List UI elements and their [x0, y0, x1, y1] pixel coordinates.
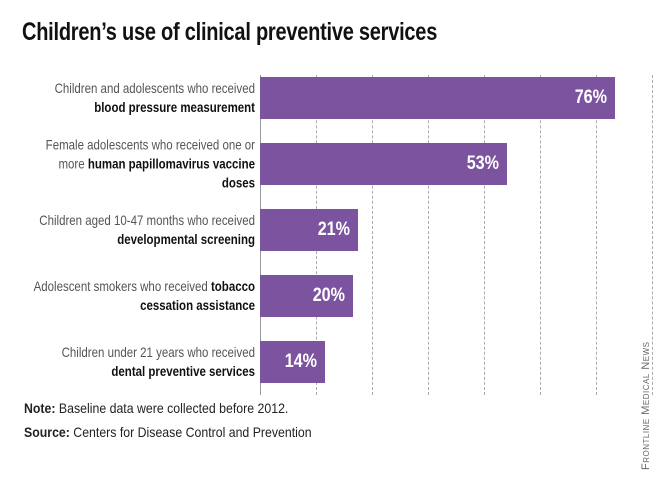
- bar: [260, 77, 615, 119]
- category-highlight: human papillomavirus vaccine doses: [87, 155, 255, 191]
- note-text: Baseline data were collected before 2012…: [58, 400, 289, 416]
- category-highlight: blood pressure measurement: [94, 99, 255, 115]
- category-text: Children aged 10-47 months who received …: [39, 212, 255, 247]
- bar: [260, 275, 354, 317]
- note: Note: Baseline data were collected befor…: [24, 400, 288, 416]
- grid-line: [484, 75, 485, 395]
- bar: [260, 341, 326, 383]
- note-label: Note:: [24, 400, 56, 416]
- category-label: Female adolescents who received one or m…: [0, 136, 255, 193]
- category-label: Children under 21 years who received den…: [0, 343, 255, 381]
- value-label: 20%: [313, 285, 346, 306]
- value-label: 53%: [467, 153, 500, 174]
- bar: [260, 209, 358, 251]
- category-label: Adolescent smokers who received tobacco …: [0, 277, 255, 315]
- grid-line: [596, 75, 597, 395]
- bar: [260, 143, 508, 185]
- category-text: Children under 21 years who received den…: [61, 344, 255, 379]
- value-label: 76%: [574, 87, 607, 108]
- chart-title: Children’s use of clinical preventive se…: [22, 18, 438, 46]
- grid-line: [540, 75, 541, 395]
- source-label: Source:: [24, 424, 70, 440]
- category-highlight: dental preventive services: [111, 363, 255, 379]
- grid-line: [372, 75, 373, 395]
- source: Source: Centers for Disease Control and …: [24, 424, 312, 440]
- category-text: Adolescent smokers who received tobacco …: [33, 278, 255, 313]
- category-text: Children and adolescents who received bl…: [54, 80, 255, 115]
- grid-line: [652, 75, 653, 395]
- source-text: Centers for Disease Control and Preventi…: [73, 424, 312, 440]
- category-text: Female adolescents who received one or m…: [45, 136, 256, 191]
- grid-line: [428, 75, 429, 395]
- category-highlight: developmental screening: [117, 231, 255, 247]
- category-label: Children and adolescents who received bl…: [0, 79, 255, 117]
- value-label: 14%: [285, 351, 318, 372]
- category-highlight: tobacco cessation assistance: [140, 278, 255, 313]
- value-label: 21%: [317, 219, 350, 240]
- credit: Frontline Medical News: [640, 341, 652, 470]
- category-label: Children aged 10-47 months who received …: [0, 211, 255, 249]
